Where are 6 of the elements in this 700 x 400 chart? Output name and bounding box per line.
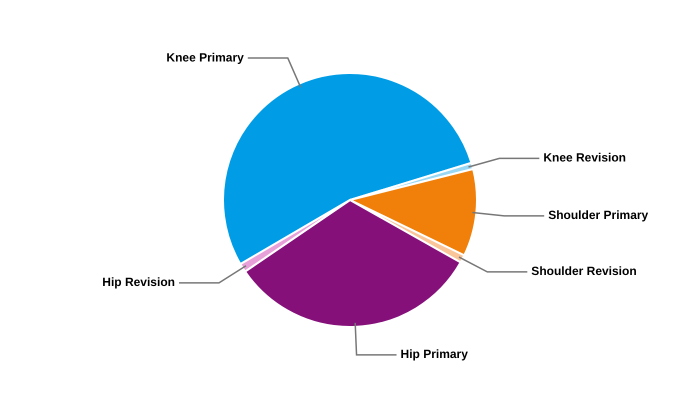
- slice-label: Hip Revision: [102, 275, 175, 290]
- slice-label: Hip Primary: [400, 347, 468, 362]
- slice-label: Shoulder Primary: [548, 208, 649, 222]
- slice-label: Knee Primary: [166, 50, 244, 64]
- slice-label: Knee Revision: [543, 150, 626, 165]
- slice-label: Shoulder Revision: [531, 264, 637, 278]
